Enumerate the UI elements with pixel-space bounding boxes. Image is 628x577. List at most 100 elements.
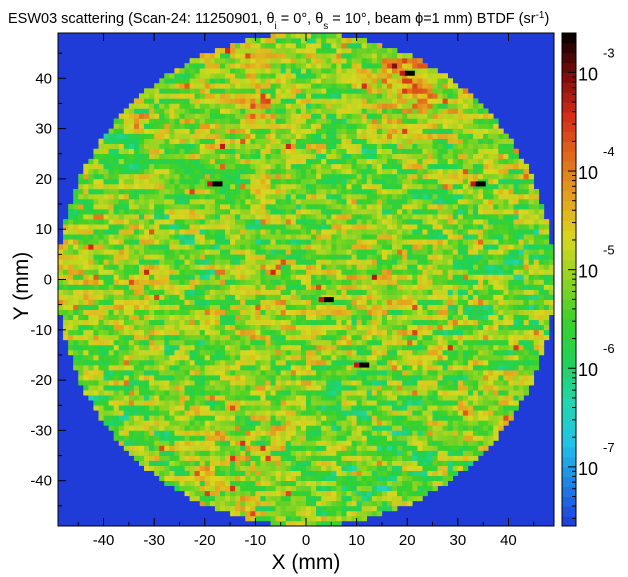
heatmap-cell [381, 490, 388, 497]
heatmap-cell [437, 319, 443, 326]
heatmap-cell [83, 324, 89, 331]
heatmap-cell [214, 365, 221, 371]
heatmap-cell [290, 505, 297, 512]
heatmap-cell [346, 344, 352, 351]
heatmap-cell [164, 344, 170, 351]
heatmap-cell [225, 375, 231, 381]
heatmap-cell [371, 445, 378, 451]
heatmap-cell [300, 480, 307, 487]
heatmap-cell [427, 460, 433, 466]
heatmap-cell [498, 334, 504, 341]
heatmap-cell [300, 354, 307, 361]
heatmap-cell [407, 349, 413, 356]
heatmap-cell [159, 349, 165, 356]
heatmap-cell [361, 400, 368, 406]
heatmap-cell [58, 259, 64, 265]
heatmap-cell [133, 395, 140, 401]
heatmap-cell [204, 425, 211, 431]
heatmap-cell [407, 450, 413, 456]
heatmap-cell [103, 365, 109, 371]
heatmap-cell [108, 229, 114, 235]
heatmap-cell [179, 405, 185, 411]
heatmap-cell [98, 314, 104, 321]
heatmap-cell [543, 309, 550, 316]
heatmap-cell [483, 234, 489, 240]
heatmap-cell [381, 430, 388, 436]
heatmap-cell [230, 445, 236, 451]
heatmap-cell [280, 515, 287, 522]
heatmap-cell [392, 415, 398, 421]
heatmap-cell [133, 229, 140, 235]
heatmap-cell [336, 415, 342, 421]
heatmap-cell [199, 249, 206, 255]
heatmap-cell [189, 475, 195, 482]
heatmap-cell [311, 294, 317, 300]
heatmap-cell [108, 309, 114, 316]
heatmap-cell [290, 370, 297, 376]
heatmap-cell [483, 440, 489, 446]
heatmap-cell [179, 375, 185, 381]
heatmap-cell [493, 349, 499, 356]
heatmap-cell [159, 385, 165, 391]
heatmap-cell [250, 465, 256, 471]
heatmap-cell [123, 440, 130, 446]
heatmap-cell [341, 249, 347, 255]
heatmap-cell [184, 490, 190, 497]
heatmap-cell [533, 269, 540, 275]
heatmap-cell [300, 390, 307, 396]
heatmap-cell [240, 294, 246, 300]
heatmap-cell [204, 249, 211, 255]
heatmap-cell [285, 490, 292, 497]
heatmap-cell [432, 390, 438, 396]
heatmap-cell [225, 359, 231, 366]
heatmap-cell [321, 450, 327, 456]
heatmap-cell [306, 390, 312, 396]
heatmap-cell [326, 460, 332, 466]
heatmap-cell [478, 324, 484, 331]
heatmap-cell [113, 214, 120, 220]
heatmap-cell [402, 365, 408, 371]
heatmap-cell [462, 239, 469, 245]
heatmap-cell [351, 445, 357, 451]
heatmap-cell [473, 425, 479, 431]
heatmap-cell [265, 385, 271, 391]
heatmap-cell [457, 390, 464, 396]
heatmap-cell [326, 430, 332, 436]
heatmap-cell [336, 365, 342, 371]
heatmap-cell [523, 269, 529, 275]
heatmap-cell [392, 375, 398, 381]
heatmap-cell [189, 480, 195, 487]
heatmap-cell [63, 279, 69, 285]
heatmap-cell [240, 284, 246, 290]
heatmap-cell [209, 294, 216, 300]
heatmap-cell [548, 294, 555, 300]
heatmap-cell [179, 254, 185, 260]
heatmap-cell [306, 385, 312, 391]
heatmap-cell [93, 385, 99, 391]
heatmap-cell [412, 304, 418, 310]
heatmap-cell [113, 370, 120, 376]
heatmap-cell [306, 500, 312, 507]
heatmap-cell [138, 224, 145, 230]
heatmap-cell [376, 405, 383, 411]
heatmap-cell [159, 375, 165, 381]
heatmap-cell [427, 380, 433, 386]
heatmap-cell [194, 400, 201, 406]
heatmap-cell [316, 259, 322, 265]
heatmap-cell [513, 390, 519, 396]
heatmap-cell [230, 480, 236, 487]
heatmap-cell [214, 485, 221, 492]
heatmap-cell [290, 440, 297, 446]
heatmap-cell [311, 309, 317, 316]
heatmap-cell [523, 244, 529, 250]
heatmap-cell [128, 264, 135, 270]
heatmap-cell [341, 269, 347, 275]
heatmap-cell [376, 359, 383, 366]
heatmap-cell [73, 224, 79, 230]
heatmap-cell [133, 349, 140, 356]
heatmap-cell [427, 234, 433, 240]
heatmap-cell [427, 480, 433, 487]
heatmap-cell [295, 239, 302, 245]
heatmap-cell [533, 304, 540, 310]
heatmap-cell [290, 515, 297, 522]
